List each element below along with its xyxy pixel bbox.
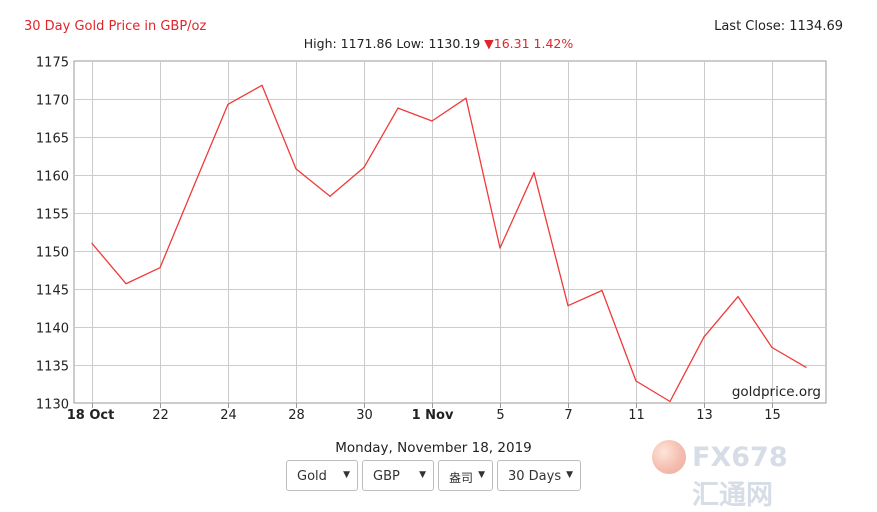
last-close: Last Close: 1134.69 (714, 19, 843, 34)
price-point (227, 103, 229, 105)
price-point (703, 336, 705, 338)
chart-title: 30 Day Gold Price in GBP/oz (24, 19, 207, 34)
y-tick-label: 1165 (36, 132, 69, 147)
price-point (261, 84, 263, 86)
fx678-logo-icon (652, 440, 686, 474)
unit-select-value: 盎司 (449, 471, 473, 485)
price-point (669, 400, 671, 403)
price-point (465, 97, 467, 99)
chevron-down-icon: ▼ (343, 470, 350, 480)
date-label: Monday, November 18, 2019 (335, 440, 532, 456)
down-arrow-icon: ▼ (484, 36, 494, 51)
y-tick-label: 1155 (36, 208, 69, 223)
x-tick-label: 5 (496, 408, 504, 423)
price-point (363, 166, 365, 168)
y-tick-label: 1175 (36, 56, 69, 71)
price-point (295, 168, 297, 170)
x-tick-label: 30 (356, 408, 373, 423)
y-tick-label: 1135 (36, 360, 69, 375)
period-select-value: 30 Days (508, 469, 562, 484)
y-tick-label: 1140 (36, 322, 69, 337)
price-point (737, 296, 739, 298)
price-point (499, 247, 501, 249)
x-tick-label: 11 (628, 408, 645, 423)
price-point (159, 267, 161, 269)
site-watermark-text: FX678 汇通网 (692, 442, 788, 511)
unit-select[interactable]: 盎司 ▼ (438, 460, 493, 491)
source-watermark: goldprice.org (732, 384, 821, 400)
price-point (397, 107, 399, 109)
high-low-text: High: 1171.86 Low: 1130.19 (303, 36, 481, 51)
y-tick-label: 1160 (36, 170, 69, 185)
y-tick-label: 1150 (36, 246, 69, 261)
price-point (533, 172, 535, 174)
price-point (193, 185, 195, 187)
price-point (567, 305, 569, 307)
chevron-down-icon: ▼ (478, 470, 485, 480)
chevron-down-icon: ▼ (419, 470, 426, 480)
x-tick-label: 24 (220, 408, 237, 423)
price-series-line (91, 84, 807, 403)
price-change: 16.31 1.42% (493, 36, 574, 51)
chevron-down-icon: ▼ (566, 470, 573, 480)
price-point (601, 289, 603, 292)
y-tick-label: 1145 (36, 284, 69, 299)
period-select[interactable]: 30 Days ▼ (497, 460, 581, 491)
x-tick-label: 7 (564, 408, 572, 423)
x-tick-label: 18 Oct (67, 408, 115, 423)
x-tick-label: 1 Nov (412, 408, 454, 423)
currency-select-value: GBP (373, 469, 400, 484)
x-tick-label: 28 (288, 408, 305, 423)
price-point (771, 346, 773, 349)
x-tick-label: 15 (764, 408, 781, 423)
price-point (635, 380, 637, 382)
currency-select[interactable]: GBP ▼ (362, 460, 434, 491)
price-point (805, 366, 807, 368)
price-point (329, 195, 331, 197)
high-low-summary: High: 1171.86 Low: 1130.19 ▼16.31 1.42% (0, 36, 877, 51)
price-point (431, 120, 433, 122)
price-point (125, 283, 127, 285)
plot-area (73, 60, 827, 404)
y-tick-label: 1170 (36, 94, 69, 109)
x-tick-label: 22 (152, 408, 169, 423)
metal-select[interactable]: Gold ▼ (286, 460, 358, 491)
price-chart: 1130113511401145115011551160116511701175… (36, 56, 827, 423)
x-tick-label: 13 (696, 408, 713, 423)
price-point (91, 242, 93, 244)
y-tick-label: 1130 (36, 398, 69, 413)
metal-select-value: Gold (297, 469, 327, 484)
